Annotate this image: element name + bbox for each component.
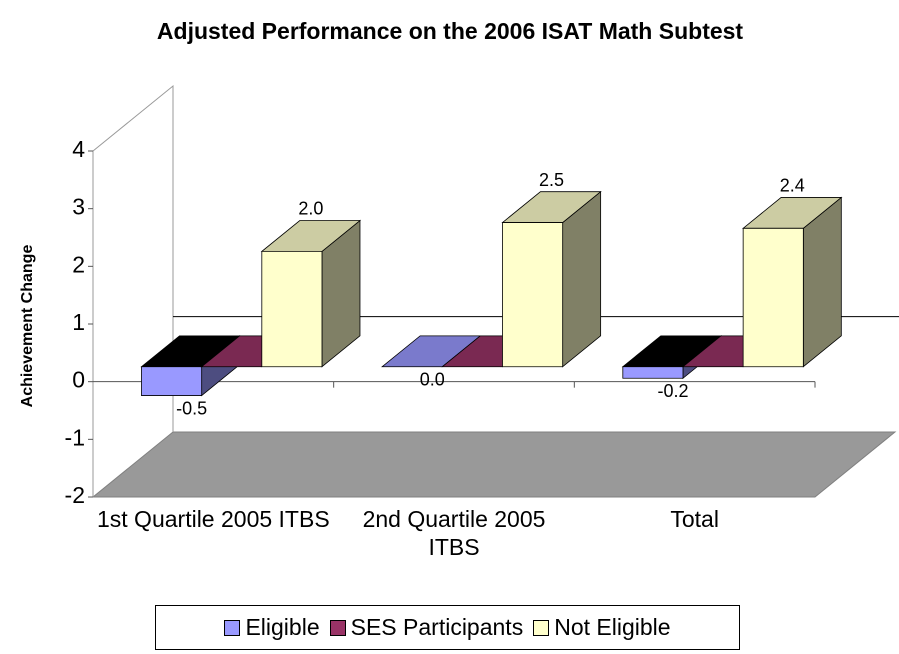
bar-front — [502, 222, 564, 368]
legend-label: SES Participants — [350, 614, 524, 640]
bar-front — [622, 366, 684, 379]
data-label: 2.5 — [539, 170, 564, 190]
bar — [742, 196, 843, 368]
legend: Eligible SES Participants Not Eligible — [155, 605, 740, 650]
y-axis-title: Achievement Change — [19, 245, 36, 408]
floor — [91, 431, 897, 498]
legend-label: Eligible — [245, 614, 320, 640]
legend-item: Not Eligible — [533, 614, 671, 641]
y-tick-label: 1 — [72, 309, 85, 335]
legend-label: Not Eligible — [554, 614, 671, 640]
bar — [260, 219, 362, 368]
y-tick-label: -1 — [65, 424, 85, 450]
y-tick-label: 3 — [72, 194, 85, 220]
legend-item: Eligible — [224, 614, 320, 641]
data-label: -0.2 — [657, 381, 688, 401]
y-tick-label: 0 — [72, 367, 85, 393]
data-label: 2.4 — [780, 176, 805, 196]
legend-swatch — [533, 619, 550, 636]
legend-swatch — [224, 619, 241, 636]
x-tick-label: Total — [670, 506, 719, 532]
y-tick-label: 4 — [72, 136, 85, 162]
chart-title: Adjusted Performance on the 2006 ISAT Ma… — [157, 18, 744, 44]
bar-front — [141, 366, 203, 396]
y-tick-label: 2 — [72, 251, 85, 277]
data-label: 2.0 — [298, 199, 323, 219]
legend-swatch — [329, 619, 346, 636]
y-tick-label: -2 — [65, 482, 85, 508]
x-tick-label: 2nd Quartile 2005 ITBS — [362, 506, 546, 560]
bar — [501, 190, 602, 368]
legend-item: SES Participants — [329, 614, 524, 641]
data-label: -0.5 — [176, 398, 207, 418]
bar-front — [261, 250, 323, 368]
data-label: 0.0 — [420, 369, 445, 389]
bar-front — [742, 227, 804, 368]
x-tick-label: 1st Quartile 2005 ITBS — [96, 506, 330, 532]
